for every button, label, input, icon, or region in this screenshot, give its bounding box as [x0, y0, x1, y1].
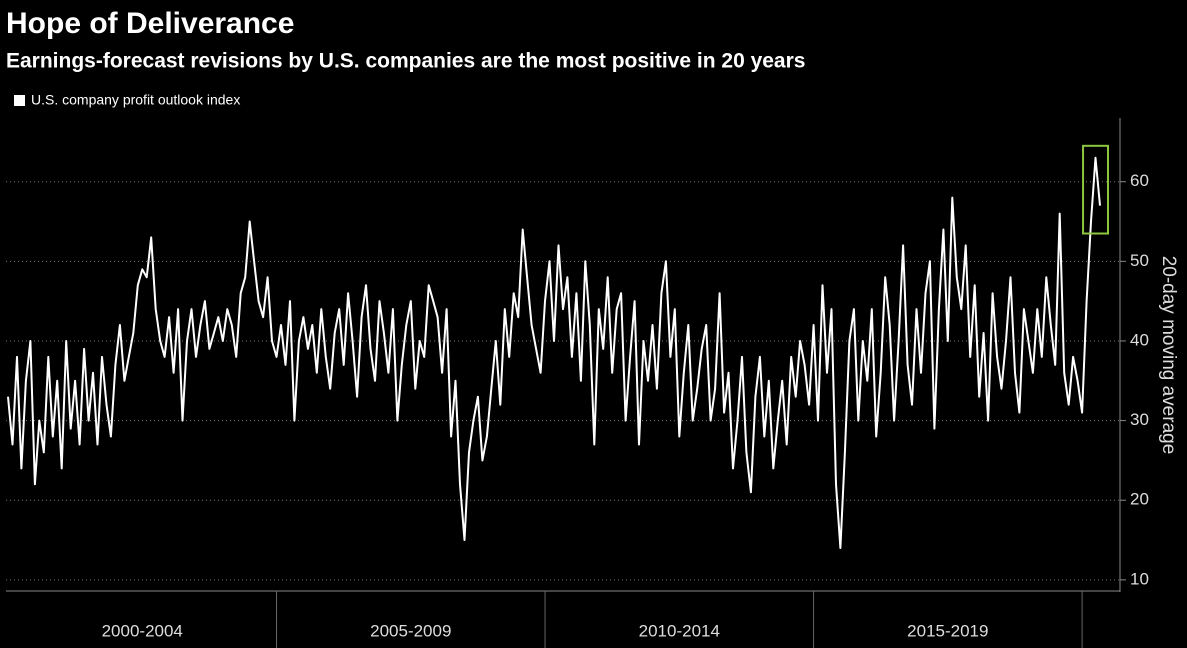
- y-tick-label: 10: [1130, 569, 1149, 588]
- y-axis-label: 20-day moving average: [1158, 256, 1179, 455]
- x-tick-label: 2015-2019: [907, 621, 988, 640]
- y-tick-label: 40: [1130, 330, 1149, 349]
- y-tick-label: 60: [1130, 171, 1149, 190]
- x-tick-label: 2010-2014: [639, 621, 720, 640]
- x-tick-label: 2000-2004: [102, 621, 183, 640]
- x-tick-label: 2005-2009: [370, 621, 451, 640]
- y-tick-label: 30: [1130, 410, 1149, 429]
- chart-subtitle: Earnings-forecast revisions by U.S. comp…: [6, 50, 805, 73]
- y-tick-label: 50: [1130, 251, 1149, 270]
- legend-label: U.S. company profit outlook index: [31, 92, 240, 108]
- series-line: [7, 156, 1101, 549]
- y-tick-label: 20: [1130, 490, 1149, 509]
- legend-swatch: [14, 95, 25, 106]
- highlight-box: [1082, 144, 1110, 235]
- chart-title: Hope of Deliverance: [6, 7, 294, 40]
